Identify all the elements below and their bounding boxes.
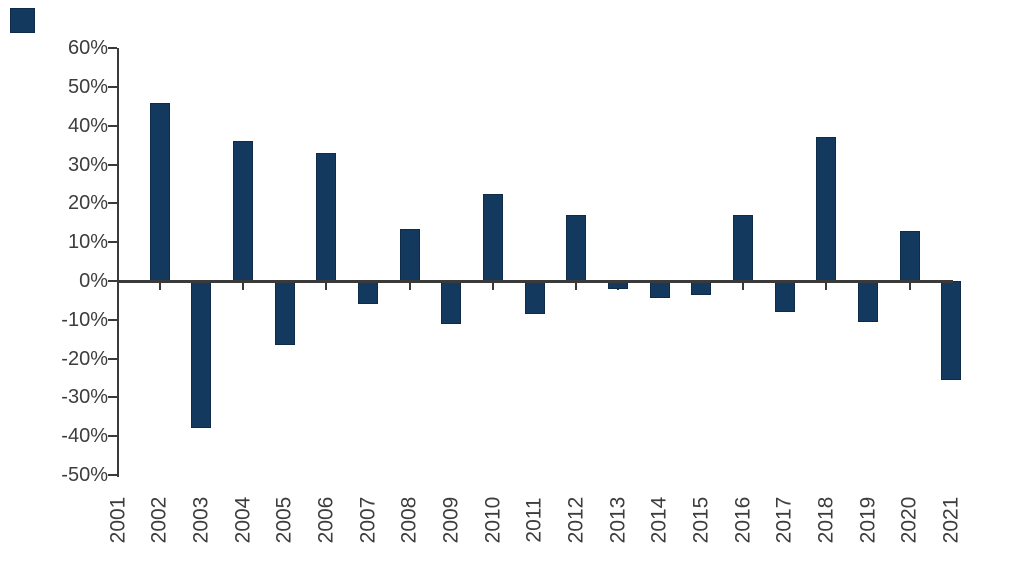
y-tick-label: -40% <box>61 425 108 448</box>
y-tick-label: 10% <box>67 231 108 254</box>
bar-2005 <box>274 281 295 345</box>
bar-2011 <box>524 281 545 314</box>
x-axis-zero-line <box>117 280 953 283</box>
y-tick-mark <box>108 202 117 205</box>
y-tick-mark <box>108 318 117 321</box>
x-tick-mark <box>158 281 161 290</box>
y-axis-line <box>117 48 119 477</box>
bar-2014 <box>649 281 670 299</box>
y-tick-mark <box>108 47 117 50</box>
bar-2020 <box>899 230 920 281</box>
y-tick-mark <box>108 163 117 166</box>
bar-2021 <box>941 281 962 380</box>
y-tick-label: -50% <box>61 463 108 486</box>
y-tick-label: 30% <box>67 153 108 176</box>
x-tick-mark <box>575 281 578 290</box>
y-tick-mark <box>108 473 117 476</box>
x-tick-mark <box>825 281 828 290</box>
y-tick-label: -10% <box>61 308 108 331</box>
y-tick-label: 60% <box>67 37 108 60</box>
bar-2012 <box>566 215 587 281</box>
bar-2003 <box>191 281 212 429</box>
bar-2010 <box>483 193 504 281</box>
y-tick-mark <box>108 396 117 399</box>
bar-2009 <box>441 281 462 324</box>
x-tick-label: 2021 <box>939 496 963 544</box>
bar-2002 <box>149 102 170 281</box>
y-tick-label: 50% <box>67 76 108 99</box>
x-tick-mark <box>492 281 495 290</box>
bar-2018 <box>816 137 837 281</box>
y-tick-label: -20% <box>61 347 108 370</box>
bar-2017 <box>774 281 795 313</box>
bar-2006 <box>316 152 337 281</box>
x-tick-mark <box>908 281 911 290</box>
bar-2008 <box>399 228 420 281</box>
bar-2019 <box>858 281 879 322</box>
y-tick-mark <box>108 241 117 244</box>
y-tick-label: -30% <box>61 386 108 409</box>
y-tick-mark <box>108 435 117 438</box>
x-tick-mark <box>242 281 244 290</box>
bar-2004 <box>233 141 253 281</box>
x-tick-mark <box>325 281 328 290</box>
y-tick-mark <box>108 86 117 89</box>
y-tick-label: 20% <box>67 192 108 215</box>
legend-color-swatch <box>10 8 35 33</box>
bar-2015 <box>691 281 712 295</box>
bar-2007 <box>358 281 379 305</box>
x-tick-mark <box>408 281 411 290</box>
y-tick-mark <box>108 124 117 127</box>
y-tick-mark <box>108 357 117 360</box>
y-tick-label: 40% <box>67 114 108 137</box>
bar-2016 <box>733 215 754 281</box>
x-tick-mark <box>742 281 745 290</box>
y-tick-label: 0% <box>79 270 108 292</box>
y-tick-mark <box>108 280 117 282</box>
